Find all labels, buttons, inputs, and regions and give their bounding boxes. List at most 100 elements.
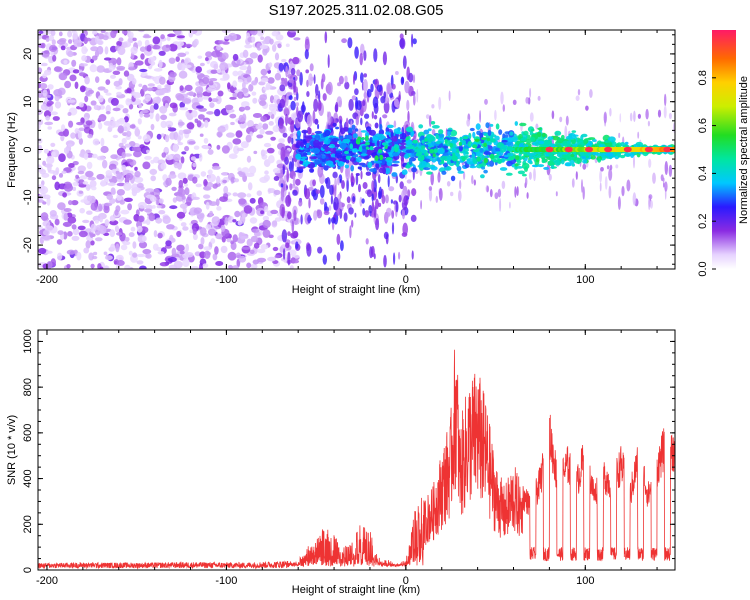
spectrogram-cell [184, 145, 190, 152]
spectrogram-cell [248, 165, 257, 175]
spectrogram-cell [353, 74, 355, 85]
spectrogram-cell [248, 84, 254, 92]
spectrogram-cell [429, 135, 435, 142]
spectrogram-cell [184, 187, 190, 196]
spectrogram-cell [177, 172, 187, 180]
spectrogram-cell [202, 96, 210, 100]
spectrogram-cell [537, 95, 541, 101]
spectrogram-cell [406, 99, 410, 111]
spectrogram-cell [226, 238, 232, 243]
spectrogram-cell [207, 85, 216, 92]
spectrogram-cell [617, 151, 621, 158]
spectrogram-cell [514, 121, 518, 126]
spectrogram-cell [360, 72, 364, 83]
spectrogram-cell [260, 115, 268, 122]
spectrogram-cell [89, 180, 97, 188]
spectrogram-cell [338, 75, 344, 85]
spectrogram-cell [116, 91, 122, 96]
spectrogram-cell [383, 100, 390, 114]
spectrogram-cell [303, 152, 308, 157]
spectrogram-cell [484, 98, 488, 105]
spectrogram-cell [391, 164, 399, 167]
spectrogram-cell [278, 118, 284, 126]
spectrogram-cell [252, 259, 259, 265]
spectrogram-cell [664, 93, 667, 107]
spectrogram-cell [237, 79, 243, 83]
spectrogram-cell [217, 131, 223, 138]
spectrogram-cell [79, 63, 88, 67]
spectrogram-cell [285, 93, 289, 107]
spectrogram-cell [274, 72, 282, 81]
spectrogram-cell [149, 104, 155, 114]
spectrogram-cell [335, 160, 340, 163]
spectrogram-cell [146, 149, 150, 154]
spectrogram-cell [481, 137, 487, 141]
spectrogram-cell [98, 203, 103, 212]
spectrogram-cell [260, 36, 265, 40]
spectrogram-cell [274, 254, 281, 259]
spectrogram-cell [441, 159, 445, 163]
spectrogram-cell [208, 97, 213, 103]
spectrogram-cell [352, 133, 358, 139]
spectrogram-cell [462, 136, 469, 140]
spectrogram-cell [361, 198, 365, 204]
spectrogram-cell [302, 139, 307, 144]
spectrogram-cell [203, 179, 208, 187]
spectrogram-cell [300, 158, 306, 162]
spectrogram-cell [181, 98, 192, 104]
spectrogram-cell [370, 83, 374, 93]
spectrogram-cell [365, 141, 370, 146]
spectrogram-cell [247, 120, 254, 128]
spectrogram-cell [179, 85, 184, 91]
spectrogram-cell [95, 76, 100, 83]
spectrogram-cell [136, 182, 144, 189]
spectrogram-cell [392, 160, 400, 164]
spectrogram-cell [323, 165, 329, 171]
spectrogram-cell [232, 192, 238, 197]
spectrogram-cell [529, 87, 532, 98]
spectrogram-cell [618, 132, 621, 139]
spectrogram-cell [428, 188, 433, 202]
spectrogram-cell [63, 208, 72, 212]
spectrogram-cell [456, 165, 462, 172]
spectrogram-cell [138, 30, 145, 33]
spectrogram-cell [352, 196, 356, 203]
spectrogram-cell [391, 135, 398, 142]
spectrogram-cell [153, 76, 161, 84]
spectrogram-cell [203, 194, 211, 199]
spectrogram-cell [561, 159, 565, 165]
spectrogram-cell [371, 111, 374, 119]
spectrogram-cell [344, 75, 348, 83]
colorbar: 0.0 0.2 0.4 0.6 0.8 Normalized spectral ampl… [697, 30, 750, 277]
spectrogram-cell [43, 148, 50, 154]
spectrogram-cell [131, 146, 138, 152]
spectrogram-cell [218, 218, 227, 226]
spectrogram-cell [91, 255, 98, 260]
spectrogram-cell [99, 266, 104, 269]
spectrogram-cell [483, 132, 488, 137]
spectrogram-cell [198, 107, 208, 112]
spectrogram-cell [116, 57, 122, 66]
spectrogram-cell [545, 146, 554, 153]
spectrogram-cell [212, 183, 218, 189]
spectrogram-cell [458, 141, 462, 146]
spectrogram-cell [166, 224, 175, 230]
spectrogram-cell [420, 149, 427, 154]
spectrogram-cell [286, 168, 290, 183]
spectrogram-cell [546, 163, 551, 176]
spectrogram-cell [633, 110, 636, 123]
spectrogram-cell [242, 113, 247, 122]
spectrogram-cell [193, 207, 202, 214]
spectrogram-cell [385, 212, 391, 218]
spectrogram-cell [50, 142, 56, 147]
spectrogram-cell [361, 137, 365, 140]
spectrogram-cell [412, 139, 418, 144]
spectrogram-cell [42, 73, 47, 79]
spectrogram-cell [304, 49, 309, 60]
spectrogram-cell [235, 252, 241, 259]
spectrogram-cell [78, 127, 86, 132]
spectrogram-cell [395, 174, 398, 184]
spectrogram-cell [413, 93, 416, 106]
spectrogram-cell [249, 197, 256, 204]
spectrogram-cell [134, 166, 138, 171]
